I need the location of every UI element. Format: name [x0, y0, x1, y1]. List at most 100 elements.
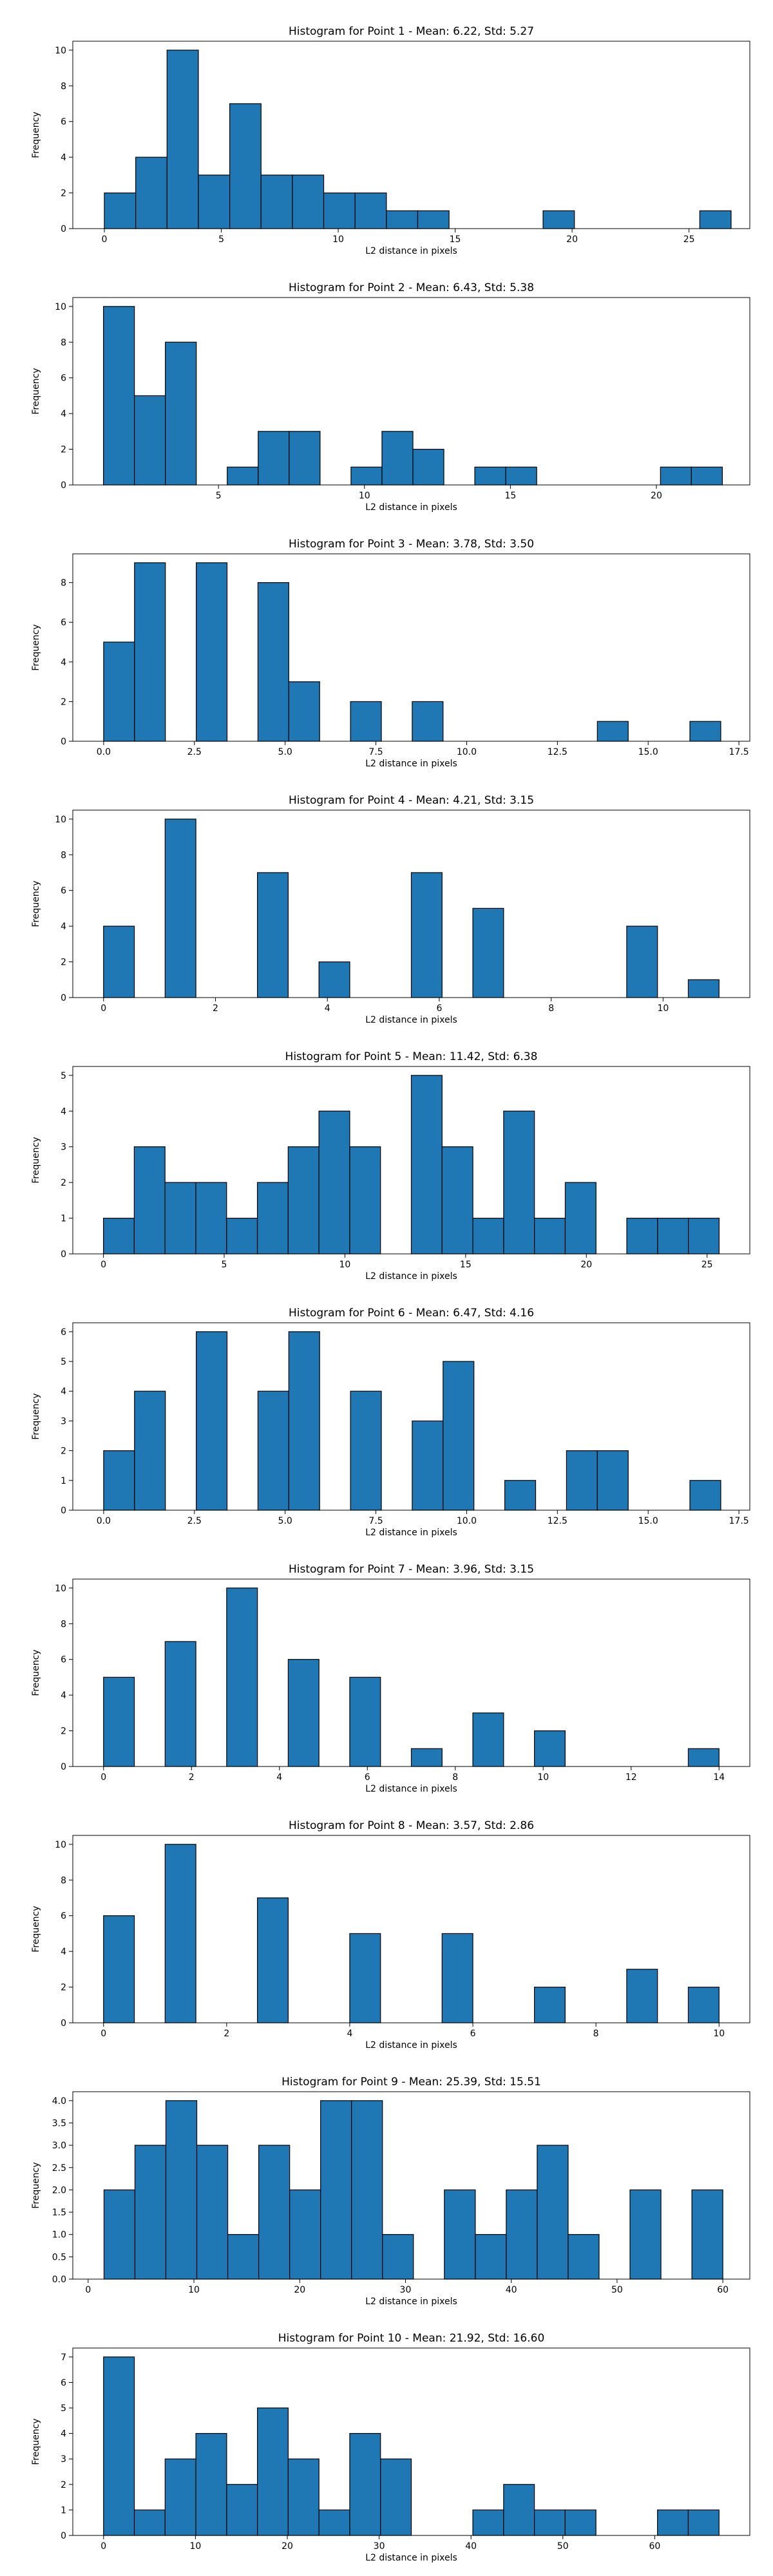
histogram-bar: [226, 2484, 258, 2536]
x-tick-label: 0: [100, 1772, 106, 1783]
x-tick-label: 15.0: [638, 747, 658, 757]
histogram-bar: [257, 1897, 289, 2023]
histogram-bar: [134, 2145, 167, 2280]
histogram-bar: [103, 1450, 135, 1511]
y-tick-label: 2.0: [52, 2185, 66, 2195]
y-tick-label: 0: [61, 1506, 66, 1516]
histogram-bar: [323, 192, 356, 229]
y-tick-label: 1: [61, 2505, 66, 2515]
histogram-bar: [412, 448, 444, 486]
y-tick-label: 0: [61, 993, 66, 1003]
x-tick-label: 6: [470, 2029, 476, 2039]
y-axis-label: Frequency: [31, 1393, 41, 1439]
axes-frame: [72, 553, 750, 742]
histogram-bar: [472, 2509, 504, 2536]
histogram-bar: [660, 466, 692, 486]
x-axis-label: L2 distance in pixels: [365, 2297, 457, 2307]
y-tick-label: 1: [61, 1476, 66, 1486]
y-tick-label: 4: [61, 153, 66, 163]
x-tick-label: 4: [325, 1003, 330, 1014]
x-tick-label: 5: [222, 1260, 227, 1270]
x-tick-label: 10: [359, 491, 370, 501]
y-tick-label: 5: [61, 2403, 66, 2414]
histogram-bar: [386, 210, 419, 229]
histogram-bar: [689, 1480, 721, 1511]
histogram-bar: [472, 1712, 504, 1767]
histogram-bar: [533, 2509, 566, 2536]
x-axis-label: L2 distance in pixels: [365, 246, 457, 256]
histogram-bar: [537, 2145, 569, 2280]
y-tick-label: 0: [61, 1249, 66, 1260]
histogram-bar: [196, 2145, 229, 2280]
x-axis-label: L2 distance in pixels: [365, 1528, 457, 1538]
histogram-bar: [351, 2100, 383, 2280]
histogram-panel: Histogram for Point 4 - Mean: 4.21, Std:…: [31, 794, 750, 1025]
histogram-bar: [687, 979, 720, 998]
x-axis-label: L2 distance in pixels: [365, 1015, 457, 1025]
histogram-bar: [103, 1217, 135, 1255]
x-tick-label: 40: [506, 2285, 517, 2295]
chart-title: Histogram for Point 10 - Mean: 21.92, St…: [278, 2332, 545, 2345]
y-tick-label: 4: [61, 1947, 66, 1957]
histogram-bar: [506, 2189, 538, 2280]
histogram-bar: [134, 562, 166, 742]
histogram-bar: [566, 1450, 598, 1511]
histogram-bar: [287, 1146, 320, 1255]
y-tick-label: 10: [55, 46, 66, 56]
histogram-bar: [687, 1748, 720, 1767]
x-tick-label: 2.5: [187, 747, 202, 757]
x-tick-label: 12.5: [548, 1516, 568, 1526]
histogram-bar: [534, 1217, 566, 1255]
histogram-bar: [444, 2189, 476, 2280]
x-tick-label: 0: [85, 2285, 91, 2295]
x-tick-label: 2.5: [187, 1516, 202, 1526]
x-tick-label: 12.5: [548, 747, 568, 757]
histogram-bar: [475, 2234, 507, 2280]
y-tick-label: 1.5: [52, 2208, 66, 2218]
histogram-bar: [441, 1146, 473, 1255]
y-tick-label: 1: [61, 1214, 66, 1224]
y-tick-label: 4.0: [52, 2096, 66, 2107]
x-tick-label: 10: [332, 234, 344, 245]
histogram-bar: [596, 721, 629, 742]
histogram-bar: [292, 175, 325, 229]
x-tick-label: 20: [294, 2285, 305, 2295]
histogram-bar: [164, 819, 196, 998]
x-tick-label: 30: [400, 2285, 412, 2295]
y-tick-label: 4: [61, 1690, 66, 1701]
y-axis-label: Frequency: [31, 111, 41, 158]
x-tick-label: 15: [504, 491, 516, 501]
histogram-panel: Histogram for Point 2 - Mean: 6.43, Std:…: [31, 281, 750, 513]
y-axis-label: Frequency: [31, 1137, 41, 1183]
histogram-bar: [257, 582, 289, 742]
histogram-bar: [165, 341, 197, 486]
histogram-bar: [382, 2234, 414, 2280]
y-tick-label: 2: [61, 1983, 66, 1993]
chart-title: Histogram for Point 6 - Mean: 6.47, Std:…: [289, 1307, 534, 1320]
histogram-bar: [410, 1748, 443, 1767]
histogram-bar: [257, 2407, 289, 2536]
x-tick-label: 6: [436, 1003, 442, 1014]
histogram-bar: [134, 1390, 166, 1511]
histogram-bar: [412, 701, 444, 742]
bars: [103, 1331, 721, 1511]
y-tick-label: 8: [61, 850, 66, 860]
y-tick-label: 3: [61, 1416, 66, 1426]
x-tick-label: 5: [218, 234, 224, 245]
histogram-bar: [256, 1182, 289, 1255]
x-tick-label: 25: [701, 1260, 713, 1270]
x-tick-label: 8: [452, 1772, 458, 1783]
y-tick-label: 1.0: [52, 2230, 66, 2240]
y-axis-label: Frequency: [31, 2162, 41, 2208]
axes-frame: [72, 1578, 750, 1767]
x-axis-label: L2 distance in pixels: [365, 1271, 457, 1282]
histogram-bar: [504, 1480, 537, 1511]
y-tick-label: 6: [61, 618, 66, 628]
x-tick-label: 4: [276, 1772, 282, 1783]
axes-frame: [72, 1322, 750, 1511]
chart-title: Histogram for Point 9 - Mean: 25.39, Std…: [282, 2076, 541, 2088]
y-tick-label: 4: [61, 1106, 66, 1117]
y-tick-label: 2: [61, 958, 66, 968]
histogram-bar: [503, 1110, 535, 1255]
y-tick-label: 10: [55, 1584, 66, 1594]
